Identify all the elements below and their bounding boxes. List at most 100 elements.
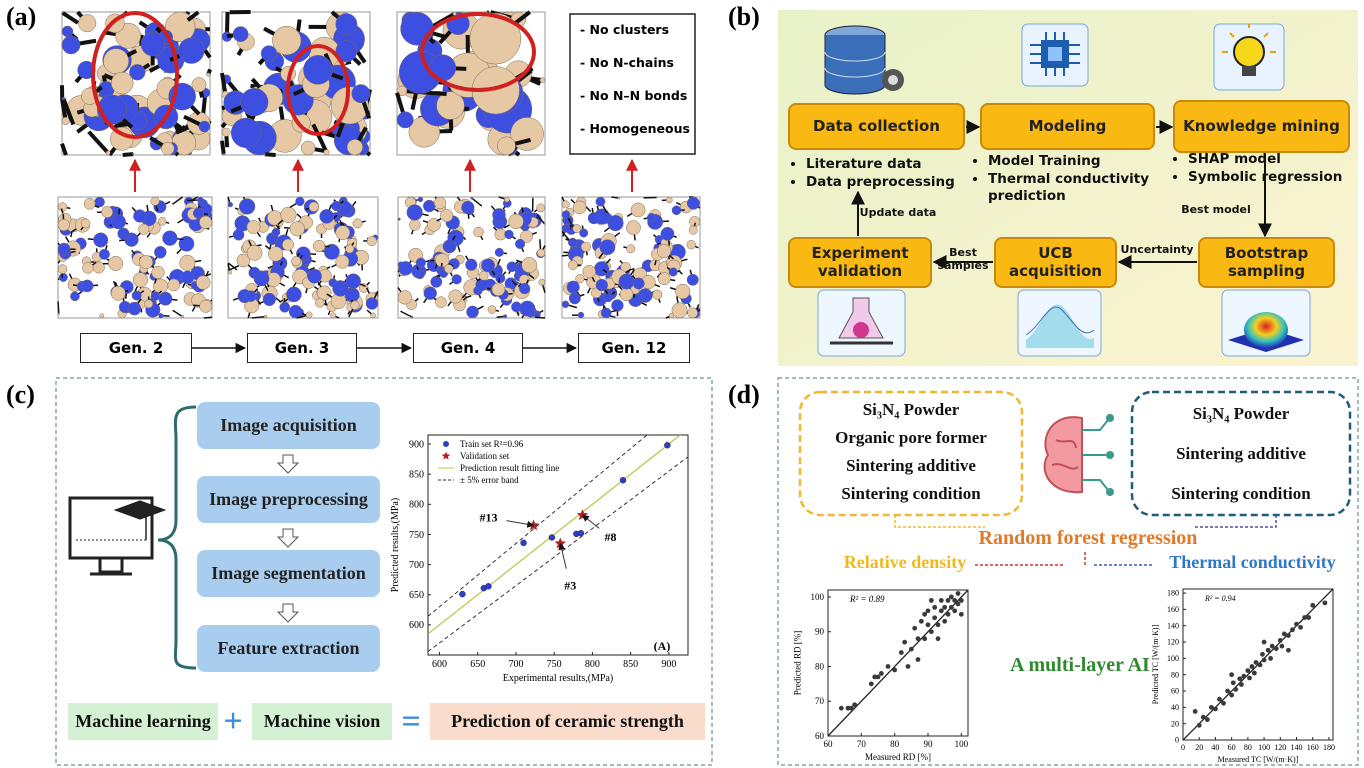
data-point: [1261, 639, 1267, 645]
atom: [280, 206, 297, 223]
data-point: [577, 530, 585, 537]
atom: [57, 242, 71, 256]
atom: [111, 71, 134, 95]
atom: [494, 247, 504, 257]
atom: [227, 202, 233, 208]
x-tick-label: 70: [857, 739, 867, 749]
data-point: [1273, 646, 1279, 651]
flask-icon: [817, 289, 906, 357]
atom: [282, 238, 294, 251]
data-point: [1306, 615, 1312, 620]
data-point: [942, 604, 948, 610]
atom: [238, 198, 256, 215]
equation-box: Prediction of ceramic strength: [430, 703, 705, 740]
data-point: [1233, 686, 1239, 692]
x-tick-label: 100: [1258, 743, 1270, 752]
gaussian-surface-icon: [1221, 289, 1311, 357]
data-point: [1251, 670, 1257, 676]
atom: [154, 246, 167, 259]
atom: [161, 141, 175, 156]
legend: Train set R²=0.96 Validation set Predictio…: [438, 439, 559, 485]
data-point: [1294, 621, 1299, 627]
atom: [103, 48, 129, 75]
x-tick-label: 0: [1181, 743, 1185, 752]
point-label: #8: [604, 530, 616, 544]
legend-label: Train set R²=0.96: [460, 439, 524, 449]
atom: [506, 261, 518, 273]
atom: [607, 215, 624, 232]
y-tick-label: 90: [815, 627, 825, 637]
bullet-list: Literature dataData preprocessing: [786, 156, 996, 191]
panel-label: (c): [6, 380, 35, 409]
reference-lines: [428, 435, 688, 652]
atom: [99, 313, 105, 319]
panel-label: (d): [728, 380, 760, 409]
acquisition-curve-icon: [1017, 289, 1102, 357]
atom: [158, 291, 173, 306]
atom: [167, 278, 181, 292]
y-tick-label: 140: [1167, 621, 1179, 630]
error-band: [428, 435, 648, 617]
atom: [536, 203, 545, 213]
atom: [232, 26, 249, 43]
atom: [533, 316, 536, 319]
data-point: [852, 702, 858, 708]
atom: [206, 72, 211, 77]
atom: [657, 272, 671, 286]
atom: [365, 297, 379, 310]
input-item: Sintering condition: [841, 484, 981, 503]
atom: [236, 253, 251, 268]
data-point: [915, 636, 921, 642]
x-tick-label: 80: [1244, 743, 1252, 752]
atom: [288, 304, 303, 319]
atom: [469, 12, 522, 65]
bond: [227, 262, 238, 271]
chart-tag: (A): [654, 639, 671, 653]
atom: [199, 299, 213, 313]
x-tick-label: 140: [1291, 743, 1303, 752]
target-label: Thermal conductivity: [1169, 552, 1336, 572]
atom: [473, 226, 484, 238]
input-box-right: [1130, 390, 1352, 517]
atom: [312, 239, 326, 253]
atom: [539, 77, 546, 83]
atom: [504, 229, 514, 240]
generation-box: Gen. 2: [80, 333, 192, 363]
y-axis-title: Predicted results,(MPa): [390, 498, 401, 592]
bond: [172, 196, 184, 205]
data-point: [1221, 700, 1226, 706]
data-point: [925, 608, 931, 614]
data-point: [915, 657, 921, 662]
x-tick-label: 900: [661, 659, 676, 670]
generation-box: Gen. 3: [247, 333, 357, 363]
process-box: UCB acquisition: [994, 237, 1117, 288]
atom: [652, 289, 663, 300]
data-point: [868, 681, 874, 687]
data-point: [918, 618, 924, 624]
x-tick-label: 850: [623, 659, 638, 670]
atom: [618, 273, 635, 290]
atom: [117, 227, 130, 240]
atom: [308, 201, 319, 212]
y-tick-label: 180: [1167, 589, 1179, 598]
bond: [186, 10, 200, 22]
atom: [415, 257, 426, 268]
data-point: [902, 639, 908, 645]
data-point: [925, 622, 931, 628]
atom: [396, 85, 408, 97]
data-point: [548, 534, 556, 541]
atom: [61, 116, 70, 125]
legend-label: Validation set: [460, 451, 510, 461]
atom: [478, 270, 489, 281]
atom: [150, 196, 160, 206]
atom: [400, 12, 434, 46]
data-point: [619, 477, 627, 484]
atom: [397, 290, 412, 305]
data-point: [1290, 627, 1295, 633]
data-point: [938, 598, 944, 603]
atom: [260, 45, 278, 62]
data-point: [1265, 647, 1271, 653]
edge-label: Uncertainty: [1120, 243, 1194, 256]
equation-box: Machine learning: [68, 703, 218, 740]
